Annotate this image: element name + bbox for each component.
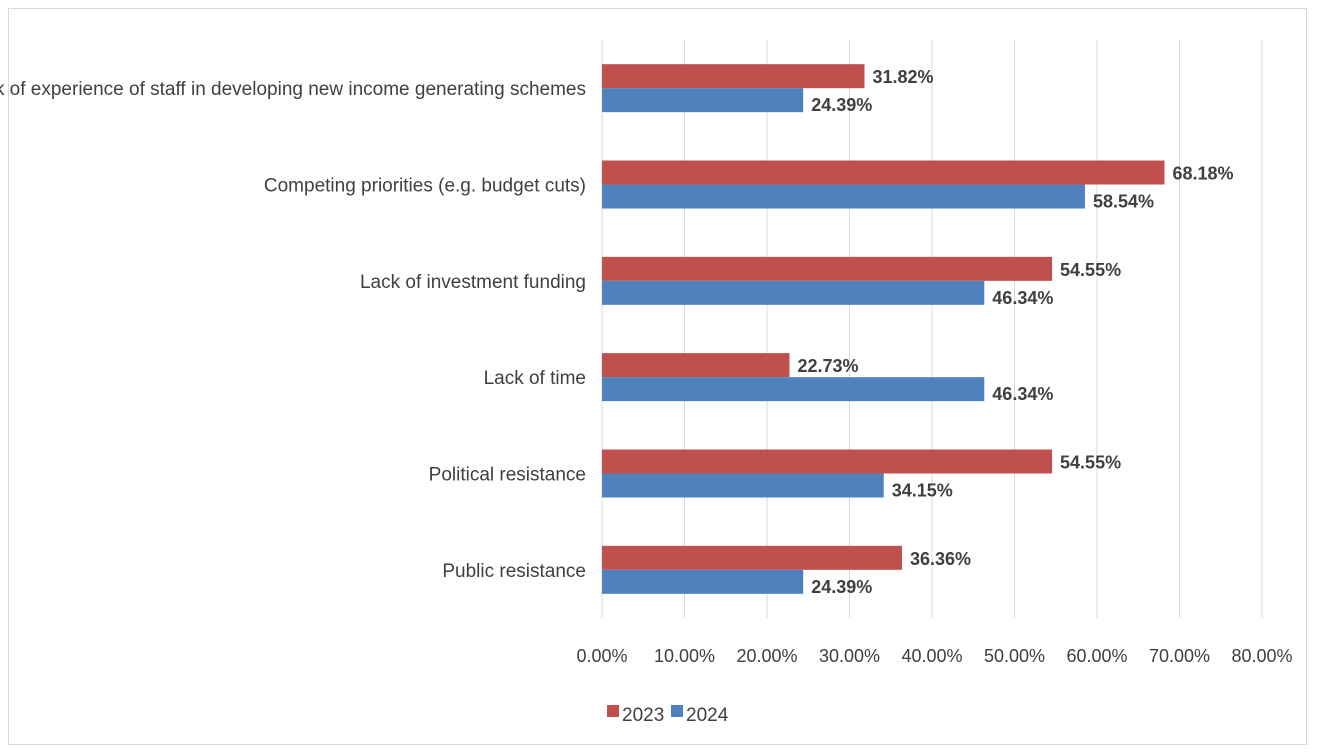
category-label: Competing priorities (e.g. budget cuts) <box>264 176 586 197</box>
bar-2023 <box>602 64 865 89</box>
data-label: 24.39% <box>811 577 872 597</box>
category-label: Political resistance <box>429 465 586 486</box>
bar-2023 <box>602 353 790 378</box>
category-label: Public resistance <box>442 561 586 582</box>
data-label: 24.39% <box>811 95 872 115</box>
x-axis-tick-labels: 0.00% 10.00% 20.00% 30.00% 40.00% 50.00% 60.00… <box>576 646 1292 666</box>
bar-2024 <box>602 377 985 402</box>
bar-2023 <box>602 545 902 570</box>
legend-label: 2023 <box>622 705 664 726</box>
bar-2024 <box>602 280 985 305</box>
data-label: 46.34% <box>992 384 1053 404</box>
x-tick-label: 80.00% <box>1231 646 1292 666</box>
x-tick-label: 40.00% <box>901 646 962 666</box>
bar-2023 <box>602 449 1053 474</box>
data-label: 34.15% <box>892 481 953 501</box>
bars <box>602 64 1165 594</box>
data-labels: 31.82%24.39%68.18%58.54%54.55%46.34%22.7… <box>798 67 1234 597</box>
data-label: 54.55% <box>1060 260 1121 280</box>
x-tick-label: 20.00% <box>736 646 797 666</box>
bar-2024 <box>602 473 884 498</box>
data-label: 68.18% <box>1172 164 1233 184</box>
x-tick-label: 50.00% <box>984 646 1045 666</box>
bar-2023 <box>602 160 1165 185</box>
category-label: Lack of experience of staff in developin… <box>0 79 586 100</box>
category-label: Lack of investment funding <box>360 272 586 293</box>
x-tick-label: 30.00% <box>819 646 880 666</box>
legend-swatch-2023 <box>607 705 619 717</box>
x-tick-label: 10.00% <box>654 646 715 666</box>
data-label: 22.73% <box>798 356 859 376</box>
bar-2024 <box>602 184 1085 209</box>
gridlines <box>601 40 1263 618</box>
data-label: 54.55% <box>1060 453 1121 473</box>
x-tick-label: 70.00% <box>1149 646 1210 666</box>
bar-2023 <box>602 256 1053 281</box>
bar-2024 <box>602 88 804 113</box>
legend-swatch-2024 <box>671 705 683 717</box>
category-labels: Lack of experience of staff in developin… <box>0 79 586 582</box>
category-label: Lack of time <box>484 368 586 389</box>
x-tick-label: 60.00% <box>1066 646 1127 666</box>
legend: 2023 2024 <box>607 705 729 726</box>
data-label: 58.54% <box>1093 192 1154 212</box>
data-label: 31.82% <box>873 67 934 87</box>
data-label: 46.34% <box>992 288 1053 308</box>
bar-2024 <box>602 569 804 594</box>
data-label: 36.36% <box>910 549 971 569</box>
legend-label: 2024 <box>686 705 729 726</box>
x-tick-label: 0.00% <box>576 646 627 666</box>
